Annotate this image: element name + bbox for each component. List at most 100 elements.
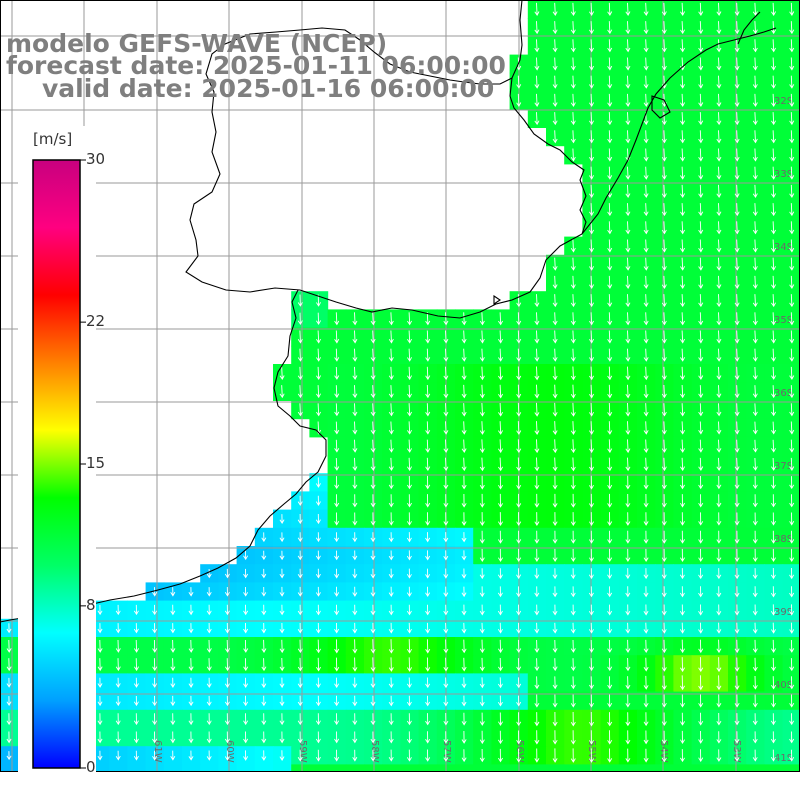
wind-arrow (497, 604, 503, 616)
wind-arrow (752, 604, 758, 616)
wind-arrow (534, 694, 540, 708)
wind-arrow (352, 749, 358, 762)
wind-arrow (643, 166, 649, 180)
wind-arrow (443, 439, 449, 453)
wind-arrow (115, 639, 121, 653)
wind-arrow (315, 495, 321, 506)
wind-arrow (552, 586, 558, 598)
wind-arrow (716, 330, 722, 344)
wind-arrow (625, 2, 631, 16)
wind-arrow (607, 348, 613, 362)
wind-arrow (497, 586, 503, 598)
wind-arrow (661, 184, 667, 198)
wind-arrow (589, 730, 594, 745)
wind-arrow (698, 586, 704, 598)
wind-arrow (570, 330, 576, 344)
wind-arrow (789, 421, 795, 435)
wind-arrow (352, 568, 358, 579)
wind-arrow (243, 750, 249, 761)
wind-arrow (497, 568, 503, 580)
wind-arrow (206, 568, 212, 579)
wind-arrow (443, 421, 449, 435)
wind-arrow (261, 550, 267, 561)
wind-arrow (297, 568, 303, 579)
wind-arrow (752, 366, 758, 380)
wind-arrow (716, 568, 722, 580)
wind-arrow (716, 675, 722, 691)
wind-arrow (534, 112, 540, 126)
wind-arrow (607, 639, 613, 653)
wind-arrow (407, 475, 412, 490)
wind-arrow (607, 586, 613, 598)
wind-arrow (734, 312, 740, 326)
wind-arrow (570, 512, 576, 526)
wind-arrow (625, 604, 631, 616)
wind-arrow (643, 257, 649, 271)
wind-arrow (752, 385, 758, 399)
wind-arrow (607, 57, 613, 71)
wind-arrow (152, 604, 158, 616)
wind-arrow (388, 532, 394, 543)
wind-arrow (516, 604, 522, 616)
wind-arrow (789, 639, 795, 653)
wind-arrow (680, 148, 685, 162)
wind-arrow (534, 457, 540, 472)
wind-arrow (643, 639, 649, 653)
wind-arrow (607, 21, 613, 35)
wind-arrow (789, 166, 795, 180)
wind-arrow (407, 457, 412, 472)
wind-arrow (461, 568, 467, 579)
wind-arrow (315, 586, 321, 597)
wind-arrow (716, 530, 722, 544)
wind-arrow (261, 604, 267, 616)
wind-arrow (570, 130, 576, 144)
wind-arrow (461, 312, 467, 326)
wind-arrow (552, 93, 558, 107)
wind-arrow (425, 604, 431, 616)
wind-arrow (224, 750, 230, 761)
wind-arrow (570, 384, 576, 399)
wind-arrow (716, 112, 722, 126)
wind-arrow (570, 294, 576, 308)
wind-arrow (334, 494, 340, 508)
colorbar-gradient (32, 159, 81, 769)
wind-arrow (589, 548, 594, 562)
wind-arrow (334, 476, 340, 490)
wind-arrow (643, 675, 649, 690)
wind-arrow (789, 622, 795, 634)
wind-arrow (661, 130, 667, 144)
wind-arrow (297, 695, 303, 707)
wind-arrow (370, 677, 376, 689)
wind-arrow (497, 622, 503, 634)
wind-arrow (625, 75, 631, 89)
wind-arrow (589, 457, 594, 472)
wind-arrow (498, 493, 503, 508)
wind-arrow (698, 57, 704, 71)
wind-arrow (661, 330, 667, 344)
wind-arrow (589, 421, 594, 435)
wind-arrow (352, 586, 358, 597)
wind-arrow (279, 622, 285, 634)
wind-arrow (698, 475, 704, 490)
wind-arrow (534, 748, 540, 763)
wind-arrow (771, 622, 776, 634)
wind-arrow (552, 348, 558, 362)
wind-arrow (6, 677, 12, 688)
wind-arrow (534, 348, 540, 362)
wind-arrow (771, 75, 776, 89)
wind-arrow (661, 675, 667, 690)
wind-arrow (734, 657, 740, 672)
wind-arrow (388, 713, 394, 726)
wind-arrow (206, 622, 212, 634)
wind-arrow (243, 568, 249, 579)
wind-arrow (552, 530, 558, 544)
wind-arrow (625, 57, 631, 71)
wind-arrow (680, 694, 685, 708)
wind-arrow (406, 731, 412, 744)
wind-arrow (789, 257, 795, 271)
wind-arrow (789, 75, 795, 89)
wind-arrow (479, 730, 485, 745)
wind-arrow (370, 494, 376, 508)
wind-arrow (552, 711, 558, 727)
wind-arrow (716, 221, 722, 235)
